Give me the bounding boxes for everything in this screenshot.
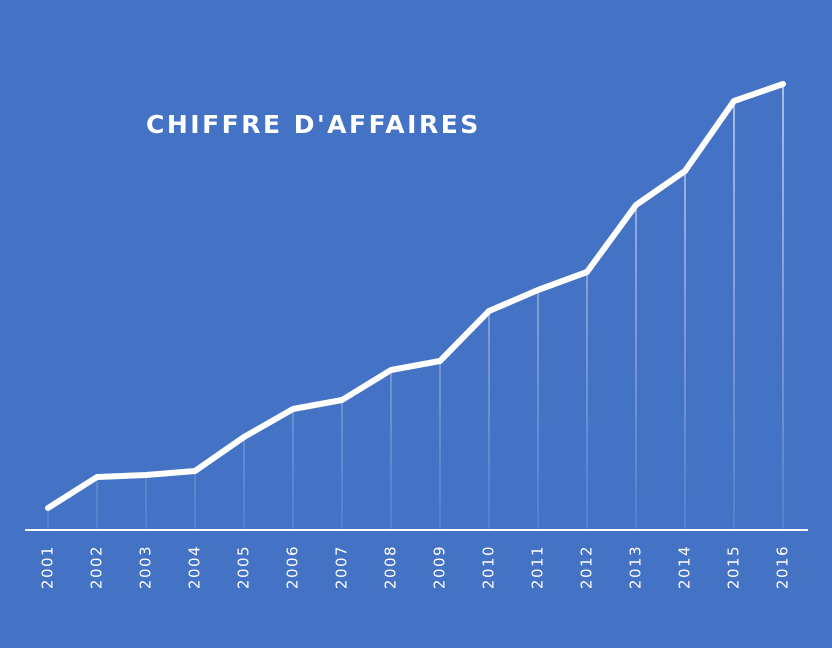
x-tick-label: 2014 — [676, 545, 694, 589]
x-tick-label: 2003 — [137, 545, 155, 589]
chart-title: CHIFFRE D'AFFAIRES — [146, 110, 481, 139]
x-tick-label: 2007 — [333, 545, 351, 589]
x-tick-label: 2015 — [725, 545, 743, 589]
x-tick-label: 2005 — [235, 545, 253, 589]
x-tick-label: 2011 — [529, 545, 547, 589]
x-tick-label: 2006 — [284, 545, 302, 589]
x-tick-label: 2012 — [578, 545, 596, 589]
x-tick-label: 2008 — [382, 545, 400, 589]
x-tick-label: 2013 — [627, 545, 645, 589]
x-tick-label: 2002 — [88, 545, 106, 589]
x-tick-label: 2009 — [431, 545, 449, 589]
x-tick-label: 2004 — [186, 545, 204, 589]
x-tick-label: 2001 — [39, 545, 57, 589]
data-line — [45, 81, 786, 511]
x-tick-label: 2016 — [774, 545, 792, 589]
x-tick-label: 2010 — [480, 545, 498, 589]
